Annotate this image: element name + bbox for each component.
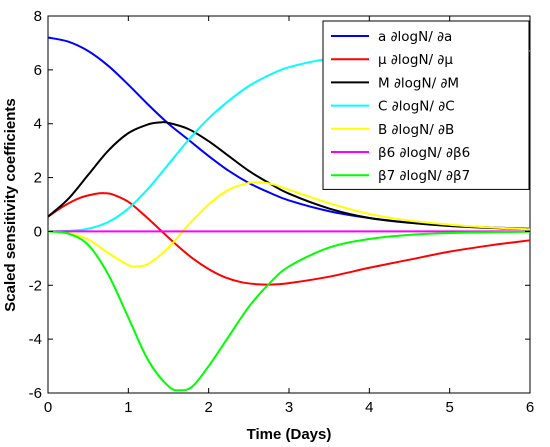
legend-label: C ∂logN/ ∂C	[378, 99, 455, 115]
legend-label: β6 ∂logN/ ∂β6	[378, 145, 470, 161]
series-line-5	[47, 181, 531, 268]
series-line-2	[47, 192, 531, 286]
y-axis-title: Scaled sensitivity coefficients	[2, 98, 19, 311]
y-tick-label: -4	[29, 331, 42, 348]
y-tick-label: -6	[29, 385, 42, 402]
legend-label: a ∂logN/ ∂a	[378, 29, 452, 45]
legend: a ∂logN/ ∂a μ ∂logN/ ∂μ M ∂logN/ ∂M C ∂logN…	[322, 20, 530, 190]
y-tick-label: 0	[34, 223, 42, 240]
y-tick-label: 6	[34, 62, 42, 79]
x-tick-label: 5	[445, 399, 453, 416]
y-tick-label: -2	[29, 277, 42, 294]
x-tick-label: 0	[44, 399, 52, 416]
series-line-7	[47, 230, 531, 392]
legend-label: M ∂logN/ ∂M	[378, 75, 459, 91]
x-tick-label: 3	[285, 399, 293, 416]
legend-label: B ∂logN/ ∂B	[378, 122, 454, 138]
legend-label: μ ∂logN/ ∂μ	[378, 52, 453, 68]
legend-label: β7 ∂logN/ ∂β7	[378, 168, 470, 184]
axis-layer: 0 1 2 3 4 5 6 -6 -4 -2 0 2 4 6 8	[29, 8, 535, 416]
x-tick-label: 6	[526, 399, 534, 416]
x-tick-label: 4	[365, 399, 373, 416]
x-axis-title: Time (Days)	[247, 426, 332, 443]
x-tick-label: 2	[204, 399, 212, 416]
y-tick-label: 4	[34, 116, 42, 133]
y-tick-label: 2	[34, 170, 42, 187]
y-tick-label: 8	[34, 8, 42, 25]
x-tick-label: 1	[124, 399, 132, 416]
series-line-3	[47, 121, 531, 231]
series-layer	[47, 36, 531, 392]
